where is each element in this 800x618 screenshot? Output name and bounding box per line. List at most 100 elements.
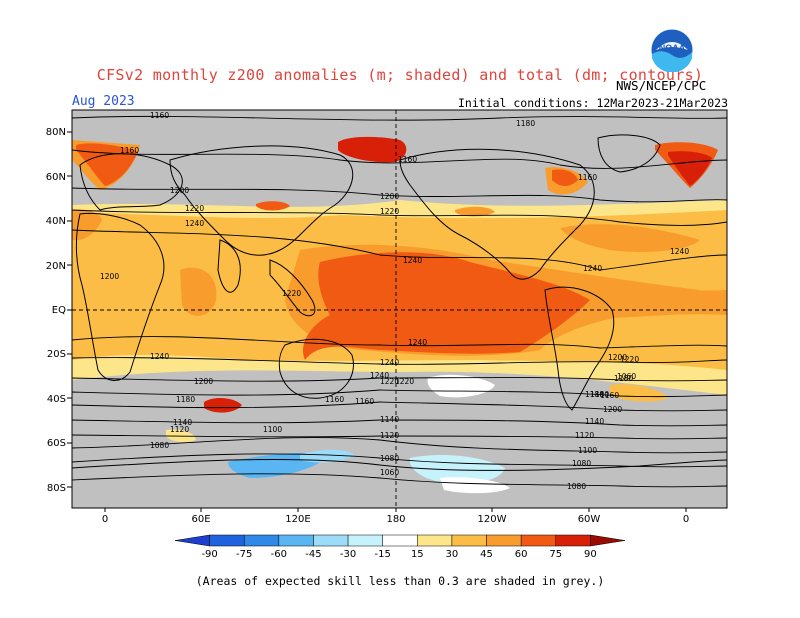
contour-label: 1240 [670,247,689,256]
contour-label: 1160 [600,391,619,400]
colorbar-bin [347,534,383,547]
coastline-india [217,239,241,293]
contour-label: 1060 [380,468,399,477]
contour-label: 1200 [170,186,189,195]
contour-1220-south [72,357,727,365]
colorbar-label: -45 [305,549,321,560]
contour-labels: 1160116011601180116012001220124012001220… [100,111,689,491]
contour-label: 1240 [185,219,204,228]
colorbar-bin [382,534,418,547]
contour-label: 1160 [120,146,139,155]
coastline-greenland [597,134,661,173]
anomaly-pos45-small-a [256,201,290,211]
coastline-se-asia [269,259,316,317]
contour-label: 1240 [370,371,389,380]
noaa-logo: NOAA [650,28,694,72]
contour-label: 1100 [263,425,282,434]
coastline-asia [169,145,354,256]
contour-1160-south [72,401,727,412]
contour-label: 1180 [176,395,195,404]
colorbar-label: -60 [271,549,287,560]
colorbar-label: -75 [236,549,252,560]
contour-label: 1120 [380,431,399,440]
map-frame [71,109,728,509]
initial-conditions: Initial conditions: 12Mar2023-21Mar2023 [457,96,728,110]
anomaly-neutral-antarctic [440,477,510,494]
anomaly-pos75-s-indian [204,398,242,413]
lat-tick-label: EQ [52,305,66,316]
contour-1060-south [72,473,727,488]
contour-label: 1180 [516,119,535,128]
lat-tick-label: 20N [46,261,66,272]
contour-lines [72,115,727,488]
skill-footnote: (Areas of expected skill less than 0.3 a… [195,574,605,588]
lon-tick-label: 180 [386,514,405,525]
lon-tick-label: 0 [102,514,108,525]
contour-label: 1200 [608,353,627,362]
colorbar-label: 75 [549,549,562,560]
colorbar-label: 90 [584,549,597,560]
contour-label: 1080 [380,454,399,463]
coastline-antarctica [72,458,727,471]
colorbar-bin [486,534,522,547]
contour-label: 1180 [585,390,604,399]
colorbar-label: 30 [446,549,459,560]
lon-tick-marks [104,508,687,512]
lon-tick-label: 60W [578,514,601,525]
contour-label: 1080 [572,459,591,468]
colorbar-labels: -90 -75 -60 -45 -30 -15 15 30 45 60 75 90 [201,549,596,560]
lon-tick-label: 60E [191,514,210,525]
contour-label: 1200 [603,405,622,414]
colorbar-bin [590,534,626,547]
coastline-australia [278,338,354,399]
contour-label: 1240 [583,264,602,273]
anomaly-pos75-ne [668,151,712,186]
lon-axis: 0 60E 120E 180 120W 60W 0 [102,514,689,525]
colorbar-label: -15 [375,549,391,560]
contour-1240-north [72,229,727,271]
contour-1100-south [72,437,727,454]
lat-axis: 80N 60N 40N 20N EQ 20S 40S 60S 80S [46,127,66,494]
contour-1220-north [72,209,727,226]
anomaly-pos30-s-atlantic [610,384,668,402]
contour-label: 1120 [575,431,594,440]
contour-label: 1060 [617,372,636,381]
lat-tick-marks [67,131,72,488]
colorbar-bin [209,534,245,547]
logo-text: NOAA [659,43,686,53]
contour-label: 1220 [185,204,204,213]
colorbar-label: 45 [480,549,493,560]
lat-tick-label: 20S [47,349,66,360]
chart-title: CFSv2 monthly z200 anomalies (m; shaded)… [96,66,704,84]
agency-label: NWS/NCEP/CPC [616,78,707,93]
colorbar-bin [417,534,453,547]
contour-1160-north [72,115,727,121]
lat-tick-label: 80N [46,127,66,138]
contour-label: 1180 [590,390,609,399]
contour-1240-south [72,336,727,349]
contour-label: 1080 [567,482,586,491]
contour-1200-north [72,187,727,203]
contour-label: 1220 [395,377,414,386]
colorbar [174,534,626,547]
contour-1180-south [72,389,727,398]
contour-1120-south [72,434,727,440]
colorbar-label: 60 [515,549,528,560]
anomaly-neg30-antarctic [300,449,355,463]
colorbar-bin [243,534,280,547]
contour-label: 1220 [282,289,301,298]
contour-label: 1140 [585,417,604,426]
anomaly-pos75-arctic [338,136,407,163]
lon-tick-label: 0 [683,514,689,525]
contour-label: 1140 [173,418,192,427]
coastline-south-america [544,286,615,411]
contour-label: 1180 [614,374,633,383]
lat-tick-label: 80S [47,483,66,494]
lon-tick-label: 120W [478,514,507,525]
lat-tick-label: 40S [47,394,66,405]
contour-label: 1160 [578,173,597,182]
colorbar-bin [520,534,557,547]
contour-label: 1200 [100,272,119,281]
contour-label: 1100 [578,446,597,455]
